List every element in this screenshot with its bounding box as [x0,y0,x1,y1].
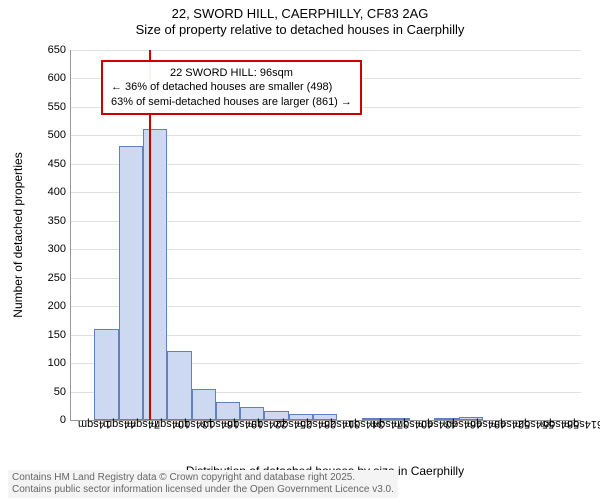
y-tick-label: 350 [48,215,66,227]
histogram-bar [143,129,167,420]
footer-line1: Contains HM Land Registry data © Crown c… [12,472,394,484]
y-tick-label: 650 [48,44,66,56]
footer-line2: Contains public sector information licen… [12,484,394,496]
y-tick-label: 300 [48,243,66,255]
footer: Contains HM Land Registry data © Crown c… [8,470,398,498]
y-tick-label: 150 [48,329,66,341]
y-tick-label: 450 [48,158,66,170]
annotation-box: 22 SWORD HILL: 96sqm← 36% of detached ho… [101,60,362,115]
y-tick-label: 50 [54,386,66,398]
y-axis-label: Number of detached properties [11,152,25,317]
histogram-bar [167,351,191,420]
y-tick-label: 200 [48,300,66,312]
page-title: 22, SWORD HILL, CAERPHILLY, CF83 2AG [0,6,600,21]
y-tick-label: 400 [48,186,66,198]
page-subtitle: Size of property relative to detached ho… [0,22,600,37]
annotation-line1: 22 SWORD HILL: 96sqm [111,66,352,80]
plot-region: 0501001502002503003504004505005506006501… [70,50,581,421]
y-tick-label: 600 [48,72,66,84]
grid-line [71,50,581,51]
y-tick-label: 100 [48,357,66,369]
y-tick-label: 500 [48,129,66,141]
histogram-bar [94,329,118,420]
annotation-line2: ← 36% of detached houses are smaller (49… [111,80,352,94]
chart: 0501001502002503003504004505005506006501… [70,50,580,420]
y-tick-label: 0 [60,414,66,426]
histogram-bar [192,389,216,420]
histogram-bar [119,146,143,420]
y-tick-label: 550 [48,101,66,113]
annotation-line3: 63% of semi-detached houses are larger (… [111,95,352,109]
y-tick-label: 250 [48,272,66,284]
